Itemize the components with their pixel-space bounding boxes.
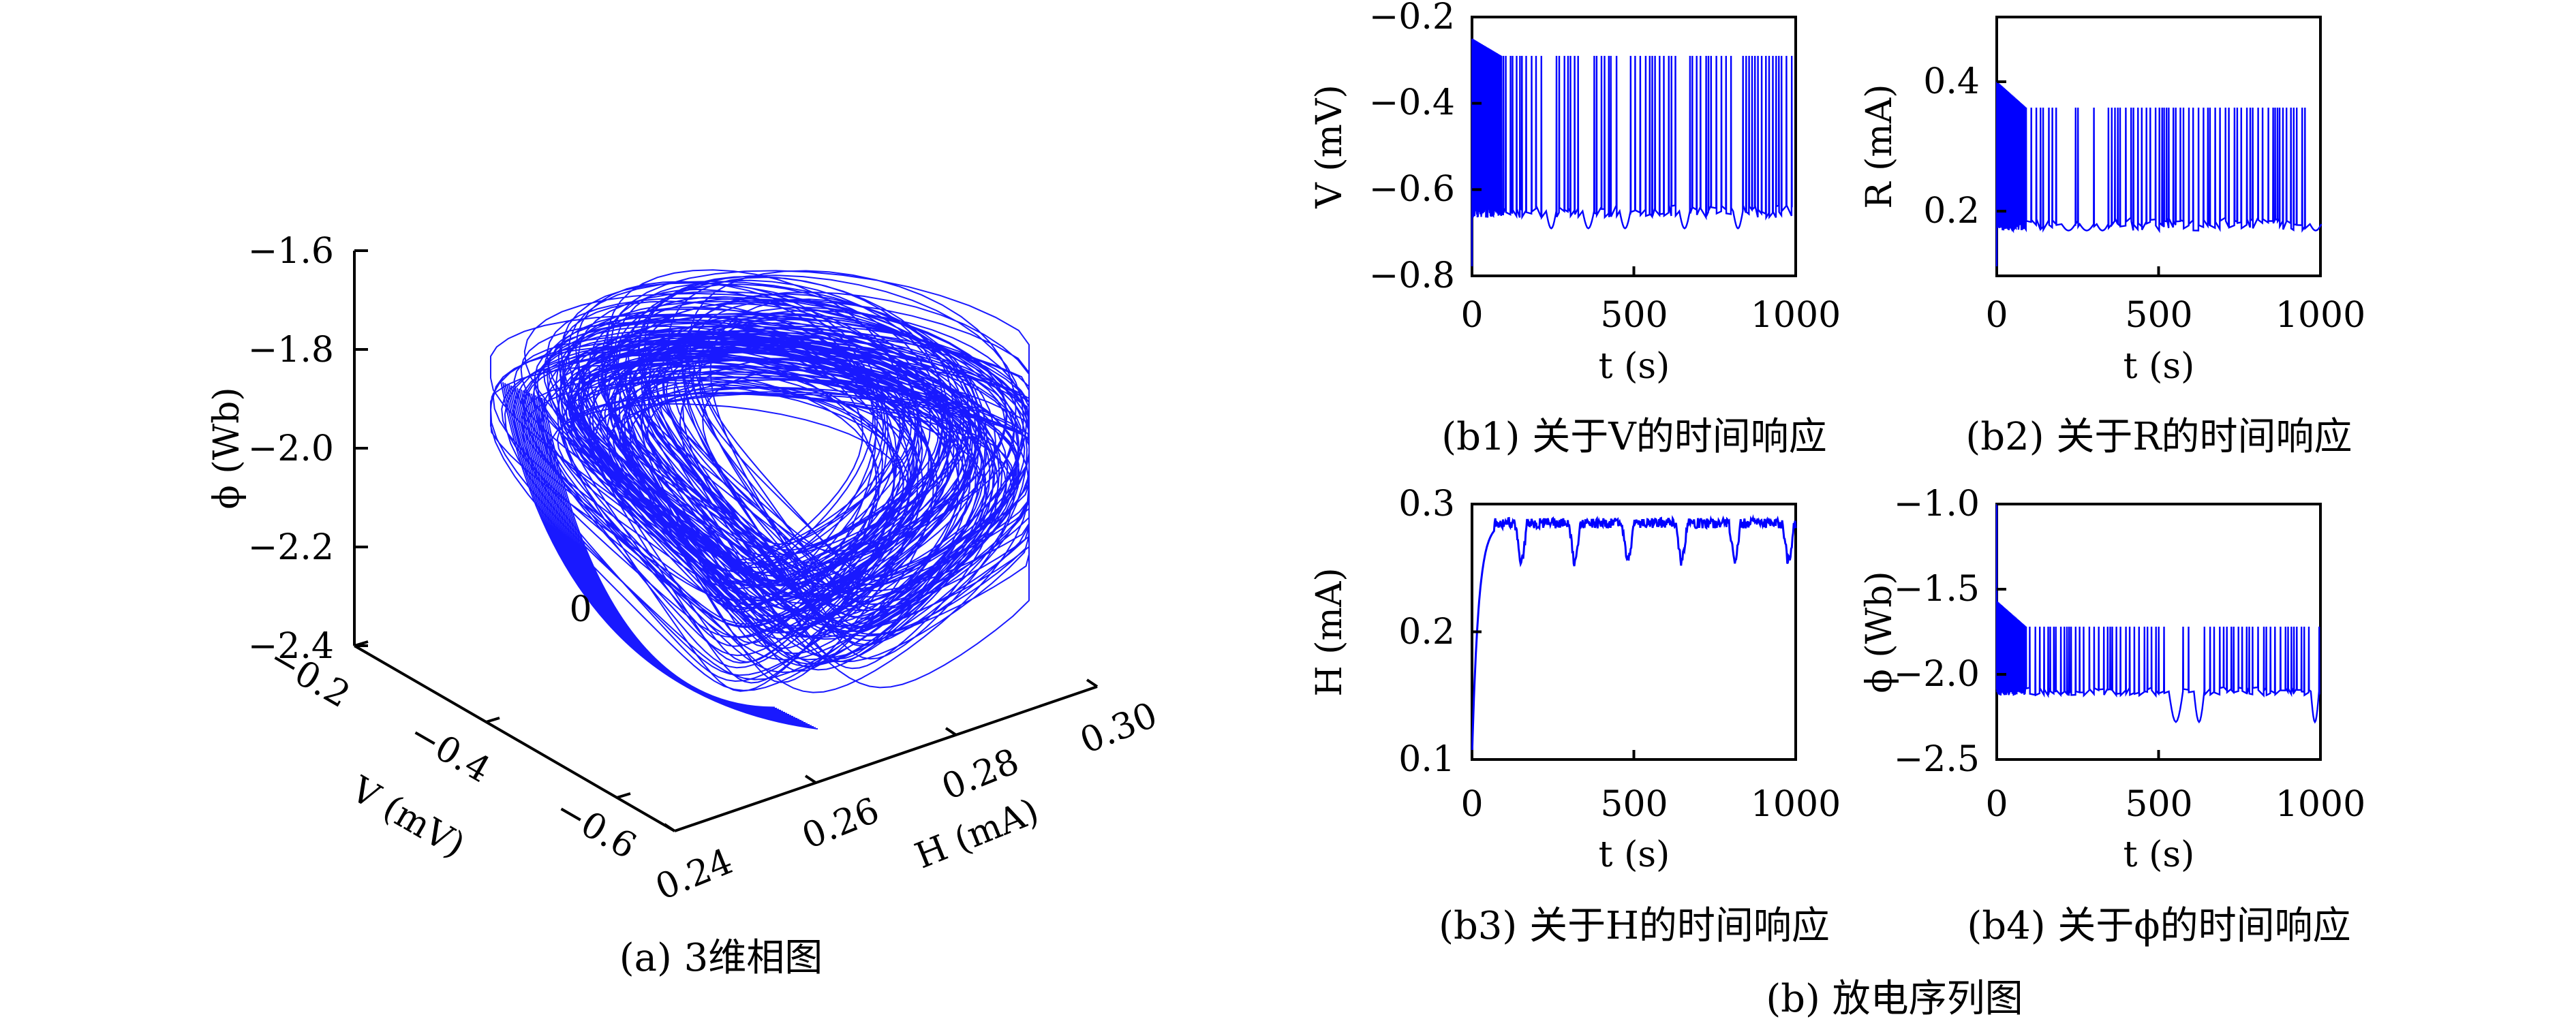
x-tick-label: 500 xyxy=(2125,784,2192,825)
z-tick-label: −1.8 xyxy=(248,330,334,371)
series-line xyxy=(1471,38,1793,268)
y-tick-label: 0.26 xyxy=(797,790,885,858)
x-axis-label: t (s) xyxy=(1599,346,1670,387)
group-caption-b: (b) 放电序列图 xyxy=(1766,977,2023,1021)
y-tick-label: 0.1 xyxy=(1398,739,1455,780)
v-time-series xyxy=(1471,38,1793,268)
y-tick-label: −0.4 xyxy=(1369,82,1455,123)
axis-ticks xyxy=(1995,80,2322,276)
y-tick-label: 0.30 xyxy=(1075,695,1163,762)
x-tick-label: 1000 xyxy=(2275,784,2365,825)
z-tick-label: −2.0 xyxy=(248,428,334,469)
x-tick-label: 500 xyxy=(2125,295,2192,336)
x-tick-label: 1000 xyxy=(1751,784,1841,825)
y-tick-label: −0.6 xyxy=(1369,169,1455,210)
x-axis-line xyxy=(353,644,676,832)
axis-ticks xyxy=(1471,16,1797,277)
z-axis-ticks xyxy=(354,249,368,647)
x-axis-label: t (s) xyxy=(2123,834,2195,875)
x-tick-label: 500 xyxy=(1600,295,1668,336)
plot-frame xyxy=(1471,503,1797,761)
x-tick-label: 1000 xyxy=(1751,295,1841,336)
y-axis-label: H (mA) xyxy=(1309,567,1350,696)
phase-trajectory xyxy=(489,269,1030,730)
x-tick-label: −0.4 xyxy=(402,712,497,791)
panel-b2: 0.4 0.2 0 500 1000 t (s) R (mA) (b2) 关于R… xyxy=(1859,16,2365,459)
caption-b1: (b1) 关于V的时间响应 xyxy=(1441,415,1826,459)
series-line xyxy=(1995,81,2322,276)
caption-b3: (b3) 关于H的时间响应 xyxy=(1439,904,1830,948)
x-tick-label: 500 xyxy=(1600,784,1668,825)
x-tick-label: −0.6 xyxy=(548,789,643,867)
y-axis-line xyxy=(674,685,1098,832)
y-tick-label: −1.5 xyxy=(1894,569,1980,610)
caption-a: (a) 3维相图 xyxy=(619,936,823,980)
y-tick-label: −1.0 xyxy=(1894,484,1980,524)
y-tick-label: 0.2 xyxy=(1398,612,1455,653)
origin-label: 0 xyxy=(569,589,592,630)
x-axis-label: V (mV) xyxy=(343,768,472,866)
x-tick-label: 0 xyxy=(1460,295,1483,336)
y-tick-label: −0.8 xyxy=(1369,255,1455,296)
x-tick-label: 0 xyxy=(1985,295,2008,336)
x-axis-ticks xyxy=(354,640,631,799)
phi-time-series xyxy=(1995,504,2320,724)
y-axis-label: ϕ (Wb) xyxy=(1859,571,1900,693)
x-axis-label: t (s) xyxy=(2123,346,2195,387)
z-tick-label: −2.2 xyxy=(248,527,334,568)
y-tick-label: 0.24 xyxy=(650,841,739,909)
series-line xyxy=(1471,514,1797,760)
x-tick-label: 1000 xyxy=(2275,295,2365,336)
panel-b1: −0.2 −0.4 −0.6 −0.8 0 500 1000 t (s) V (… xyxy=(1309,0,1841,459)
y-tick-label: −0.2 xyxy=(1369,0,1455,37)
panel-b4: −1.0 −1.5 −2.0 −2.5 0 500 1000 t (s) ϕ (… xyxy=(1859,484,2365,948)
y-tick-label: 0.3 xyxy=(1398,484,1455,524)
y-axis-label: R (mA) xyxy=(1859,84,1900,208)
phase-3d-panel: −1.6 −1.8 −2.0 −2.2 −2.4 ϕ (Wb) −0.2 −0.… xyxy=(206,231,1163,980)
caption-b4: (b4) 关于ϕ的时间响应 xyxy=(1967,904,2350,948)
y-tick-label: −2.5 xyxy=(1894,739,1980,780)
caption-b2: (b2) 关于R的时间响应 xyxy=(1965,415,2352,459)
panel-b3: 0.3 0.2 0.1 0 500 1000 t (s) H (mA) (b3)… xyxy=(1309,484,1841,948)
y-axis-label: H (mA) xyxy=(910,791,1045,877)
z-tick-label: −2.4 xyxy=(248,626,334,667)
y-axis-ticks xyxy=(663,678,1099,832)
z-axis-label: ϕ (Wb) xyxy=(206,387,247,509)
x-tick-label: 0 xyxy=(1985,784,2008,825)
h-time-series xyxy=(1471,514,1797,760)
axis-ticks xyxy=(1471,503,1797,761)
series-line xyxy=(1995,504,2320,724)
x-axis-label: t (s) xyxy=(1599,834,1670,875)
trajectory-loops xyxy=(489,269,1030,730)
axis-ticks xyxy=(1995,503,2322,761)
y-tick-label: 0.4 xyxy=(1923,61,1980,102)
r-time-series xyxy=(1995,81,2322,276)
y-tick-label: −2.0 xyxy=(1894,654,1980,695)
y-axis-label: V (mV) xyxy=(1309,84,1350,209)
y-tick-label: 0.2 xyxy=(1923,191,1980,232)
z-tick-label: −1.6 xyxy=(248,231,334,272)
x-tick-label: 0 xyxy=(1460,784,1483,825)
